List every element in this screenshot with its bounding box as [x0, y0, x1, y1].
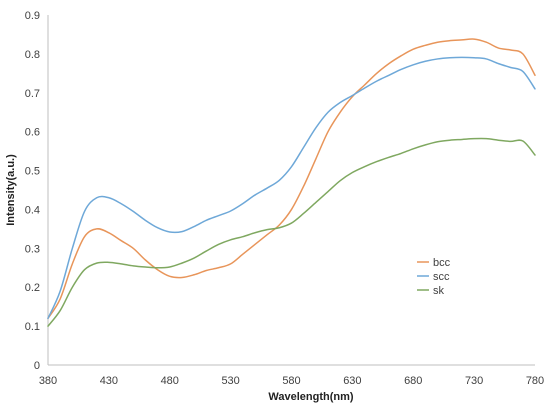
x-tick-label: 480 [161, 375, 179, 387]
y-axis-title: Intensity(a.u.) [5, 154, 17, 226]
series-lines [47, 38, 536, 327]
y-tick-label: 0 [34, 360, 40, 372]
x-tick-label: 780 [526, 375, 544, 387]
series-line-scc [47, 56, 536, 320]
series-line-bcc [47, 38, 536, 320]
x-tick-label: 630 [343, 375, 361, 387]
legend-label-scc: scc [433, 271, 450, 283]
x-tick-label: 380 [39, 375, 57, 387]
y-tick-label: 0.2 [25, 282, 40, 294]
legend-label-sk: sk [433, 285, 445, 297]
x-tick-label: 530 [221, 375, 239, 387]
axes: 380 430 480 530 580 630 680 730 780 0 0.1 0.2 0.3 0.4… [25, 10, 544, 387]
y-tick-label: 0.4 [25, 204, 40, 216]
series-line-sk [47, 137, 536, 327]
x-tick-label: 430 [100, 375, 118, 387]
x-tick-label: 730 [465, 375, 483, 387]
y-tick-label: 0.7 [25, 88, 40, 100]
y-tick-label: 0.1 [25, 321, 40, 333]
x-tick-label: 580 [282, 375, 300, 387]
legend-label-bcc: bcc [433, 257, 451, 269]
x-axis-title: Wavelength(nm) [268, 391, 353, 403]
y-tick-label: 0.8 [25, 49, 40, 61]
y-tick-label: 0.9 [25, 10, 40, 22]
y-tick-label: 0.3 [25, 243, 40, 255]
y-tick-label: 0.6 [25, 127, 40, 139]
y-tick-label: 0.5 [25, 166, 40, 178]
legend: bcc scc sk [417, 257, 451, 297]
x-tick-label: 680 [404, 375, 422, 387]
